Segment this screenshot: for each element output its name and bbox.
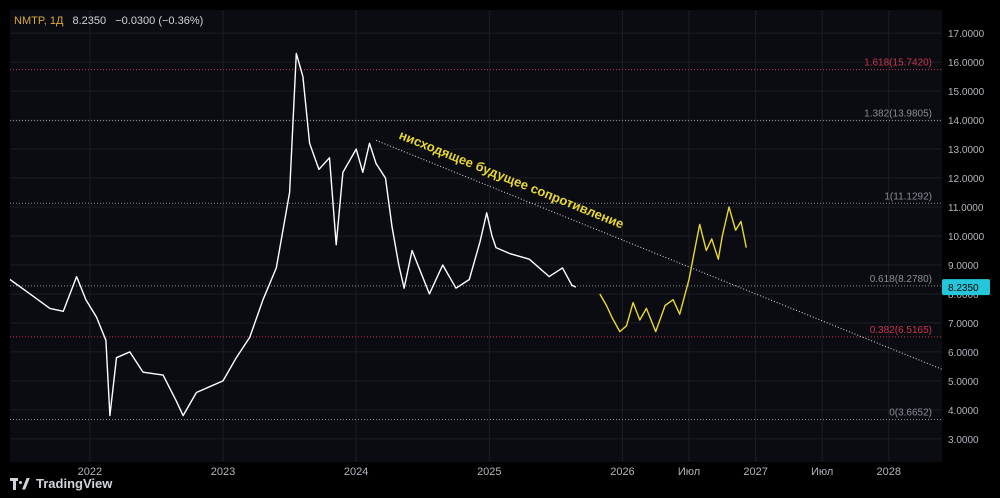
x-tick-label-4: 2026 <box>610 466 634 478</box>
fib-level-label-0: 1.618(15.7420) <box>864 58 932 69</box>
fib-level-label-1: 1.382(13.9805) <box>864 109 932 120</box>
brand-name: TradingView <box>36 476 113 491</box>
y-tick-label-1: 4.0000 <box>948 406 979 417</box>
x-tick-label-0: 2022 <box>78 466 102 478</box>
price-change: −0.0300 (−0.36%) <box>115 15 204 27</box>
plot-area[interactable]: 1.618(15.7420) 1.382(13.9805) 1(11.1292) 0.… <box>9 10 990 478</box>
x-tick-label-2: 2024 <box>344 466 368 478</box>
fib-level-label-4: 0.382(6.5165) <box>870 325 932 336</box>
chart-header: NMTP, 1Д 8.2350 −0.0300 (−0.36%) <box>14 15 209 27</box>
fib-level-label-5: 0(3.6652) <box>889 408 932 419</box>
brand-logo[interactable]: TradingView <box>10 476 112 491</box>
x-tick-label-3: 2025 <box>477 466 501 478</box>
y-tick-label-5: 8.0000 <box>948 290 979 301</box>
y-tick-label-7: 10.0000 <box>948 232 985 243</box>
y-tick-label-4: 7.0000 <box>948 319 979 330</box>
x-tick-label-8: 2028 <box>877 466 901 478</box>
y-tick-label-3: 6.0000 <box>948 348 979 359</box>
current-price-badge <box>942 279 990 296</box>
y-tick-label-13: 16.0000 <box>948 58 985 69</box>
x-tick-label-5: Июл <box>678 466 700 478</box>
last-price: 8.2350 <box>72 15 107 27</box>
price-chart[interactable]: 1.618(15.7420) 1.382(13.9805) 1(11.1292) 0.… <box>9 10 1000 478</box>
y-tick-label-6: 9.0000 <box>948 261 979 272</box>
y-tick-label-11: 14.0000 <box>948 116 985 127</box>
x-tick-label-1: 2023 <box>211 466 235 478</box>
y-tick-label-0: 3.0000 <box>948 435 979 446</box>
x-tick-label-6: 2027 <box>743 466 767 478</box>
symbol-label[interactable]: NMTP, 1Д <box>14 15 64 27</box>
price-series-line <box>9 52 577 417</box>
y-tick-label-12: 15.0000 <box>948 87 985 98</box>
y-tick-label-14: 17.0000 <box>948 29 985 40</box>
fib-level-label-2: 1(11.1292) <box>884 191 932 202</box>
fib-level-label-3: 0.618(8.2780) <box>870 274 932 285</box>
y-tick-label-2: 5.0000 <box>948 377 979 388</box>
x-tick-label-7: Июл <box>811 466 833 478</box>
y-tick-label-10: 13.0000 <box>948 145 985 156</box>
projection-series-line <box>599 206 747 333</box>
current-price-badge-label: 8.2350 <box>948 283 979 294</box>
y-tick-label-8: 11.0000 <box>948 203 984 214</box>
y-tick-label-9: 12.0000 <box>948 174 985 185</box>
tradingview-logo-icon <box>10 477 30 490</box>
